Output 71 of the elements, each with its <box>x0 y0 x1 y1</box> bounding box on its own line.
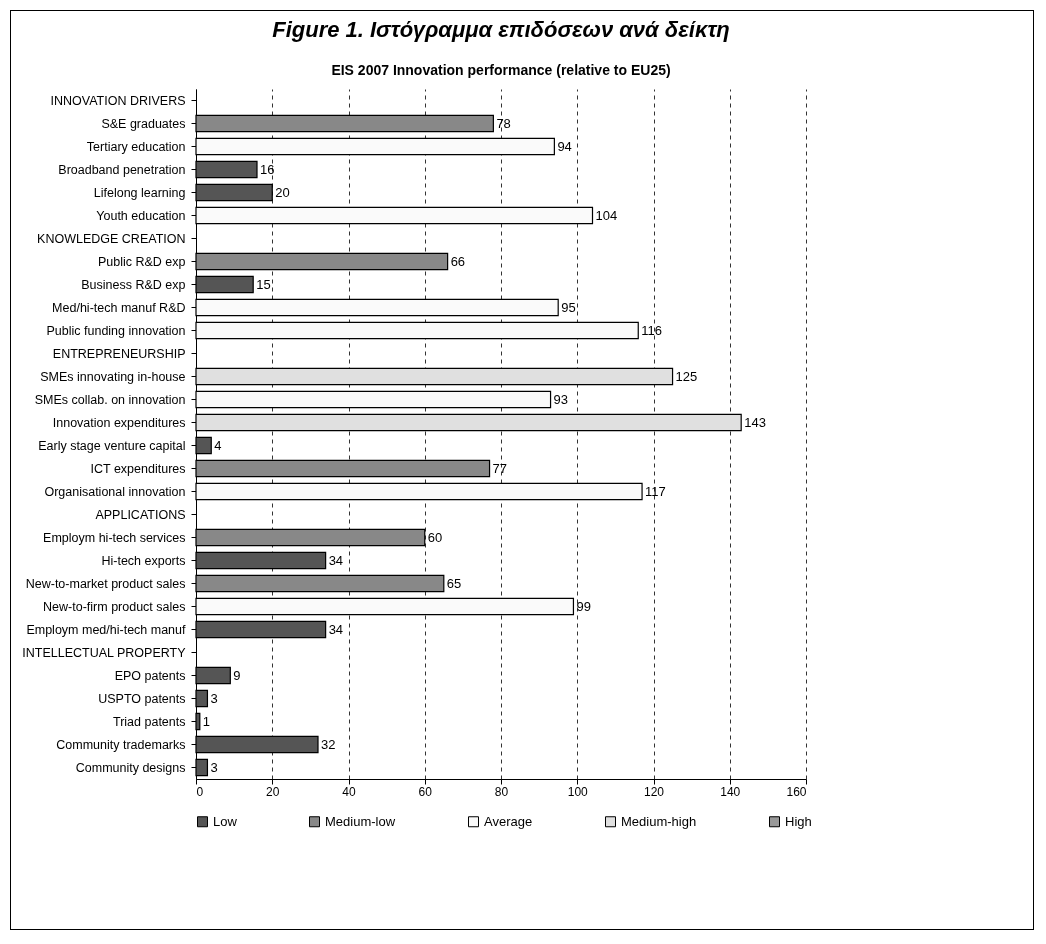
y-tick-label: Organisational innovation <box>44 484 186 499</box>
y-tick-label: Med/hi-tech manuf R&D <box>52 300 186 315</box>
y-tick-label: Tertiary education <box>86 139 186 154</box>
y-tick-label: New-to-market product sales <box>25 576 186 591</box>
data-label: 77 <box>492 460 508 476</box>
data-label: 104 <box>595 207 618 223</box>
y-tick-label: USPTO patents <box>98 691 186 706</box>
legend-label: High <box>785 813 812 829</box>
y-tick-label: EPO patents <box>114 668 186 683</box>
y-tick-label: Triad patents <box>113 714 186 729</box>
x-tick-label: 160 <box>786 784 807 799</box>
y-tick-label: Innovation expenditures <box>52 415 186 430</box>
x-tick-label: 0 <box>196 784 204 799</box>
x-tick-label: 60 <box>418 784 433 799</box>
y-tick-label: INNOVATION DRIVERS <box>50 93 186 108</box>
y-tick-label: Public R&D exp <box>97 254 186 269</box>
y-tick-label: Early stage venture capital <box>38 438 186 453</box>
y-tick-label: Youth education <box>96 208 186 223</box>
y-tick-label: Broadband penetration <box>58 162 186 177</box>
data-label: 117 <box>645 483 666 499</box>
y-tick-label: S&E graduates <box>101 116 186 131</box>
data-label: 34 <box>328 621 344 637</box>
data-label: 93 <box>553 391 569 407</box>
data-label: 32 <box>321 736 336 752</box>
y-tick-label: Employm hi-tech services <box>43 530 186 545</box>
data-label: 143 <box>744 414 766 430</box>
y-tick-label: KNOWLEDGE CREATION <box>37 231 186 246</box>
x-tick-label: 100 <box>567 784 589 799</box>
y-tick-label: Community trademarks <box>56 737 186 752</box>
x-tick-label: 80 <box>494 784 509 799</box>
data-label: 34 <box>328 552 344 568</box>
data-label: 15 <box>256 276 271 292</box>
data-label: 116 <box>641 322 662 338</box>
y-tick-label: Business R&D exp <box>81 277 186 292</box>
data-label: 66 <box>450 253 466 269</box>
y-tick-label: Public funding innovation <box>46 323 186 338</box>
data-label: 65 <box>446 575 462 591</box>
y-tick-label: ENTREPRENEURSHIP <box>52 346 186 361</box>
data-label: 9 <box>233 667 241 683</box>
data-label: 60 <box>427 529 443 545</box>
data-label: 94 <box>557 138 572 154</box>
y-tick-label: Lifelong learning <box>93 185 186 200</box>
y-tick-label: SMEs innovating in-house <box>40 369 186 384</box>
legend-label: Medium-high <box>621 813 697 829</box>
legend-label: Average <box>484 813 533 829</box>
data-label: 125 <box>675 368 698 384</box>
data-label: 16 <box>260 161 275 177</box>
legend-label: Medium-low <box>325 813 396 829</box>
data-label: 99 <box>576 598 591 614</box>
y-tick-label: Community designs <box>75 760 186 775</box>
chart-subtitle: EIS 2007 Innovation performance (relative to EU25) <box>331 62 671 78</box>
data-label: 3 <box>210 690 218 706</box>
data-label: 20 <box>275 184 290 200</box>
y-tick-label: SMEs collab. on innovation <box>34 392 186 407</box>
y-tick-label: APPLICATIONS <box>95 507 186 522</box>
data-label: 3 <box>210 759 218 775</box>
x-tick-label: 140 <box>720 784 741 799</box>
chart-title: Figure 1. Ιστόγραμμα επιδόσεων ανά δείκτη <box>272 17 730 42</box>
legend-label: Low <box>213 813 238 829</box>
y-tick-label: INTELLECTUAL PROPERTY <box>22 645 187 660</box>
y-tick-label: Hi-tech exports <box>101 553 186 568</box>
data-label: 4 <box>214 437 222 453</box>
x-tick-label: 120 <box>643 784 665 799</box>
x-tick-label: 20 <box>266 784 280 799</box>
data-label: 78 <box>496 115 511 131</box>
data-label: 95 <box>561 299 576 315</box>
x-tick-label: 40 <box>342 784 356 799</box>
y-tick-label: New-to-firm product sales <box>43 599 186 614</box>
data-label: 1 <box>202 713 211 729</box>
y-tick-label: Employm med/hi-tech manuf <box>26 622 187 637</box>
y-tick-label: ICT expenditures <box>90 461 186 476</box>
